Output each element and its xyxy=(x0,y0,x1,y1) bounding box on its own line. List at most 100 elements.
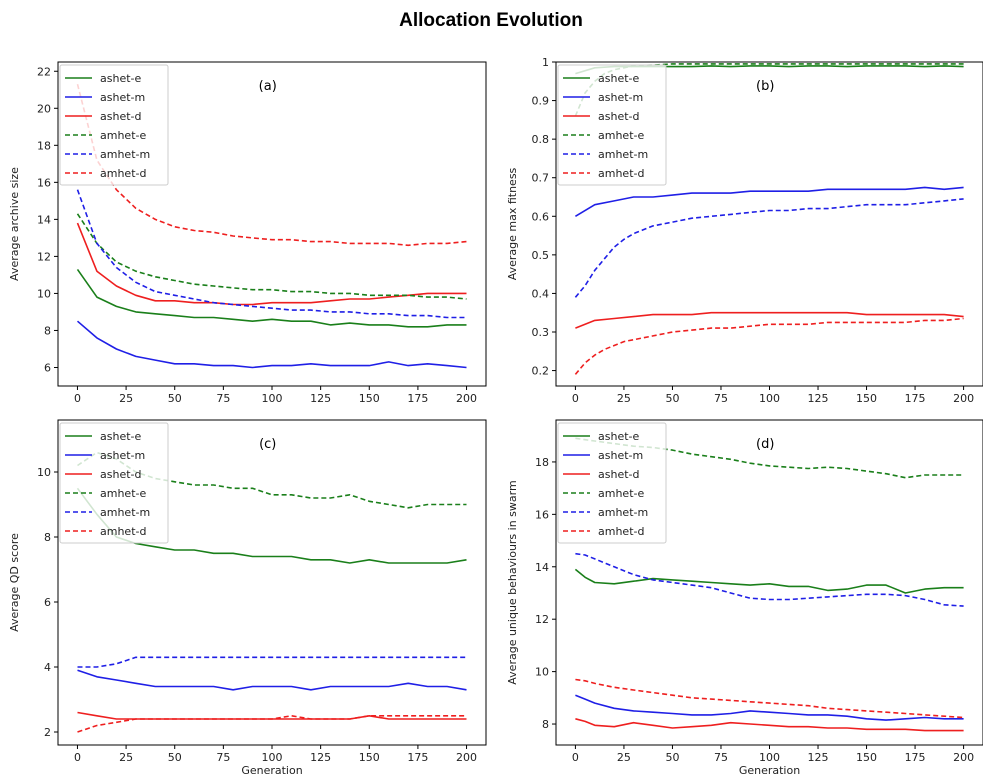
y-tick-label: 16 xyxy=(535,508,549,521)
legend-entry-amhet-e: amhet-e xyxy=(598,129,644,142)
x-tick-label: 50 xyxy=(665,392,679,405)
y-tick-label: 6 xyxy=(44,596,51,609)
x-tick-label: 75 xyxy=(714,751,728,764)
x-tick-label: 75 xyxy=(714,392,728,405)
y-tick-label: 0.6 xyxy=(532,210,550,223)
y-tick-label: 0.4 xyxy=(532,287,550,300)
x-tick-label: 150 xyxy=(359,751,380,764)
legend-entry-amhet-m: amhet-m xyxy=(100,148,150,161)
legend-entry-ashet-e: ashet-e xyxy=(100,72,141,85)
legend-entry-ashet-e: ashet-e xyxy=(100,430,141,443)
legend-entry-ashet-m: ashet-m xyxy=(100,91,145,104)
y-tick-label: 8 xyxy=(542,718,549,731)
x-tick-label: 100 xyxy=(759,392,780,405)
series-line-ashet-m xyxy=(76,320,467,369)
legend-entry-ashet-m: ashet-m xyxy=(598,91,643,104)
y-tick-label: 20 xyxy=(37,102,51,115)
x-axis-label: Generation xyxy=(241,764,302,777)
series-line-ashet-d xyxy=(575,718,964,732)
series-line-ashet-e xyxy=(76,487,467,564)
y-axis-label: Average archive size xyxy=(8,167,21,281)
panel-b: 0 25 50 75 100 125 150 175 200 0.2 0.3 0.4 0.5 0.6 0.7… xyxy=(506,56,983,405)
x-tick-label: 175 xyxy=(407,392,428,405)
series-group xyxy=(76,84,467,369)
series-line-ashet-d xyxy=(575,311,964,329)
series-line-amhet-d xyxy=(574,317,964,375)
x-tick-label: 125 xyxy=(808,392,829,405)
panel-c: 0 25 50 75 100 125 150 175 200 2 4 6 8 10 Generation Av… xyxy=(8,419,487,777)
y-tick-label: 18 xyxy=(37,139,51,152)
x-tick-label: 125 xyxy=(808,751,829,764)
legend-entry-amhet-m: amhet-m xyxy=(598,506,648,519)
x-tick-label: 150 xyxy=(856,392,877,405)
x-tick-label: 200 xyxy=(456,392,477,405)
x-tick-label: 0 xyxy=(572,751,579,764)
y-axis-label: Average unique behaviours in swarm xyxy=(506,480,519,684)
series-line-ashet-d xyxy=(77,711,467,720)
y-tick-label: 10 xyxy=(535,666,549,679)
x-tick-label: 150 xyxy=(856,751,877,764)
y-axis-label: Average QD score xyxy=(8,533,21,632)
legend-entry-amhet-d: amhet-d xyxy=(100,525,146,538)
legend-entry-amhet-m: amhet-m xyxy=(100,506,150,519)
x-tick-label: 125 xyxy=(310,392,331,405)
series-line-ashet-m xyxy=(77,669,467,691)
panel-label: (a) xyxy=(259,79,277,94)
x-tick-label: 175 xyxy=(407,751,428,764)
x-axis-label: Generation xyxy=(739,764,800,777)
y-axis-label: Average max fitness xyxy=(506,167,519,280)
series-line-amhet-d xyxy=(76,84,467,247)
x-tick-label: 175 xyxy=(905,751,926,764)
panel-label: (c) xyxy=(259,437,276,452)
y-tick-label: 14 xyxy=(37,213,51,226)
legend xyxy=(557,64,667,186)
y-tick-label: 2 xyxy=(44,726,51,739)
x-tick-label: 200 xyxy=(953,392,974,405)
legend-entry-ashet-m: ashet-m xyxy=(598,449,643,462)
x-tick-label: 0 xyxy=(74,392,81,405)
figure-title: Allocation Evolution xyxy=(399,10,583,31)
x-tick-label: 0 xyxy=(74,751,81,764)
x-tick-label: 75 xyxy=(216,392,230,405)
y-tick-label: 0.3 xyxy=(532,326,550,339)
x-tick-label: 0 xyxy=(572,392,579,405)
panel-label: (b) xyxy=(756,79,774,94)
y-tick-label: 0.5 xyxy=(532,249,550,262)
legend-entry-amhet-e: amhet-e xyxy=(598,487,644,500)
y-tick-label: 14 xyxy=(535,561,549,574)
x-tick-label: 200 xyxy=(953,751,974,764)
y-tick-label: 0.2 xyxy=(532,365,550,378)
y-tick-label: 8 xyxy=(44,324,51,337)
y-tick-label: 22 xyxy=(37,65,51,78)
x-tick-label: 100 xyxy=(262,392,283,405)
y-tick-label: 10 xyxy=(37,466,51,479)
x-tick-label: 175 xyxy=(905,392,926,405)
y-tick-label: 16 xyxy=(37,176,51,189)
panels: 0 25 50 75 100 125 150 175 2006810121416182022Av… xyxy=(8,56,983,777)
series-line-ashet-d xyxy=(76,222,467,306)
y-tick-label: 18 xyxy=(535,456,549,469)
legend-entry-ashet-d: ashet-d xyxy=(598,468,639,481)
y-tick-label: 12 xyxy=(37,250,51,263)
x-tick-label: 50 xyxy=(665,751,679,764)
x-tick-label: 100 xyxy=(262,751,283,764)
y-tick-label: 10 xyxy=(37,287,51,300)
y-tick-label: 0.8 xyxy=(532,133,550,146)
x-tick-label: 25 xyxy=(617,392,631,405)
x-tick-label: 200 xyxy=(456,751,477,764)
x-tick-label: 50 xyxy=(168,751,182,764)
legend xyxy=(59,64,169,186)
x-tick-label: 25 xyxy=(119,751,133,764)
series-line-amhet-m xyxy=(77,656,467,668)
panel-label: (d) xyxy=(756,437,774,452)
series-line-amhet-m xyxy=(574,198,964,298)
legend-entry-amhet-e: amhet-e xyxy=(100,487,146,500)
legend-entry-ashet-e: ashet-e xyxy=(598,430,639,443)
y-tick-label: 0.9 xyxy=(532,95,550,108)
y-tick-label: 6 xyxy=(44,361,51,374)
legend-entry-amhet-d: amhet-d xyxy=(598,167,644,180)
series-line-amhet-m xyxy=(575,552,964,607)
series-group xyxy=(574,63,964,375)
y-tick-label: 8 xyxy=(44,531,51,544)
y-tick-label: 12 xyxy=(535,613,549,626)
